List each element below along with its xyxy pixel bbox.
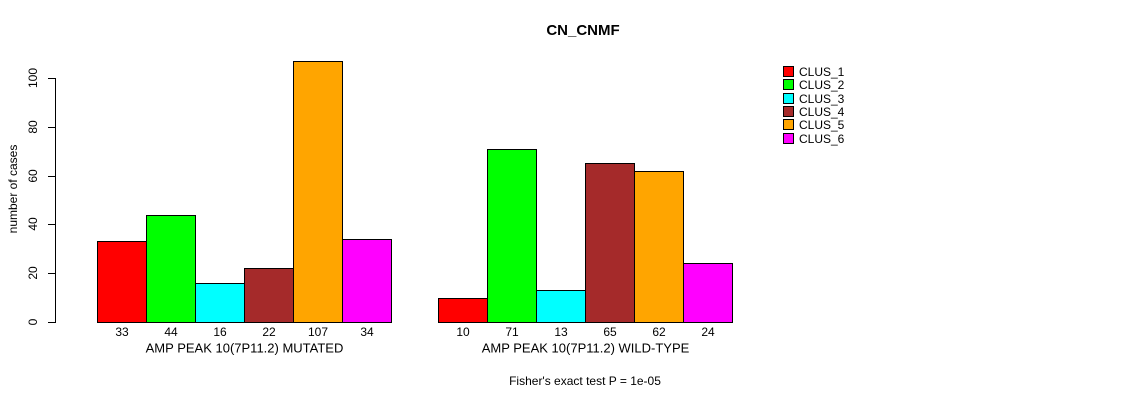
bar-value-label: 16 xyxy=(213,325,227,339)
bar-value-label: 107 xyxy=(307,325,329,339)
y-axis-tick-label: 0 xyxy=(26,318,40,326)
legend-item-label: CLUS_3 xyxy=(799,91,845,106)
legend-swatch-icon xyxy=(783,106,794,118)
bar-value-label: 24 xyxy=(701,325,715,339)
y-axis-tick-label: 40 xyxy=(26,217,40,232)
legend-item-label: CLUS_1 xyxy=(799,65,845,79)
bar-value-label: 22 xyxy=(262,325,276,339)
bar-value-label: 44 xyxy=(164,325,178,339)
legend-swatch-icon xyxy=(783,79,794,91)
legend-swatch-icon xyxy=(783,92,794,104)
y-axis-tick-label: 80 xyxy=(26,120,40,134)
legend-item-label: CLUS_5 xyxy=(799,118,845,133)
chart-title: CN_CNMF xyxy=(546,22,620,39)
legend-swatch-icon xyxy=(783,66,794,77)
bar-value-label: 13 xyxy=(554,325,568,339)
bar-clus_4 xyxy=(244,268,294,323)
bar-clus_6 xyxy=(683,263,733,323)
legend-swatch-icon xyxy=(783,119,794,131)
group-label: AMP PEAK 10(7P11.2) WILD-TYPE xyxy=(481,340,690,356)
bar-value-label: 65 xyxy=(603,325,617,339)
y-axis-tick xyxy=(48,322,55,323)
bar-clus_3 xyxy=(536,290,586,323)
bar-clus_1 xyxy=(97,241,147,323)
y-axis-tick-label: 60 xyxy=(26,168,40,183)
legend-item-label: CLUS_2 xyxy=(799,78,845,93)
y-axis-tick-label: 20 xyxy=(26,266,40,280)
y-axis-tick-label: 100 xyxy=(26,67,40,89)
bar-clus_6 xyxy=(342,239,392,323)
footnote-text: Fisher's exact test P = 1e-05 xyxy=(509,374,661,388)
bar-value-label: 33 xyxy=(115,325,129,339)
bar-clus_5 xyxy=(293,60,343,323)
bar-clus_4 xyxy=(585,163,635,323)
y-axis-label: number of cases xyxy=(6,144,20,234)
bar-clus_5 xyxy=(634,170,684,323)
y-axis-tick xyxy=(48,175,55,177)
y-axis-tick xyxy=(48,273,55,275)
legend-item-label: CLUS_4 xyxy=(799,105,845,120)
y-axis-tick xyxy=(48,224,55,226)
legend-item-label: CLUS_6 xyxy=(799,131,845,146)
bar-clus_2 xyxy=(487,148,537,323)
legend-swatch-icon xyxy=(783,132,794,144)
bar-value-label: 71 xyxy=(505,325,519,339)
y-axis-tick xyxy=(48,126,55,128)
bar-clus_1 xyxy=(438,297,488,323)
bar-clus_2 xyxy=(146,214,196,323)
bar-value-label: 10 xyxy=(456,325,470,339)
group-label: AMP PEAK 10(7P11.2) MUTATED xyxy=(145,340,344,356)
y-axis-tick xyxy=(48,78,55,79)
bar-value-label: 62 xyxy=(652,325,666,339)
bar-value-label: 34 xyxy=(360,325,374,339)
y-axis-line xyxy=(55,78,56,323)
bar-clus_3 xyxy=(195,282,245,323)
